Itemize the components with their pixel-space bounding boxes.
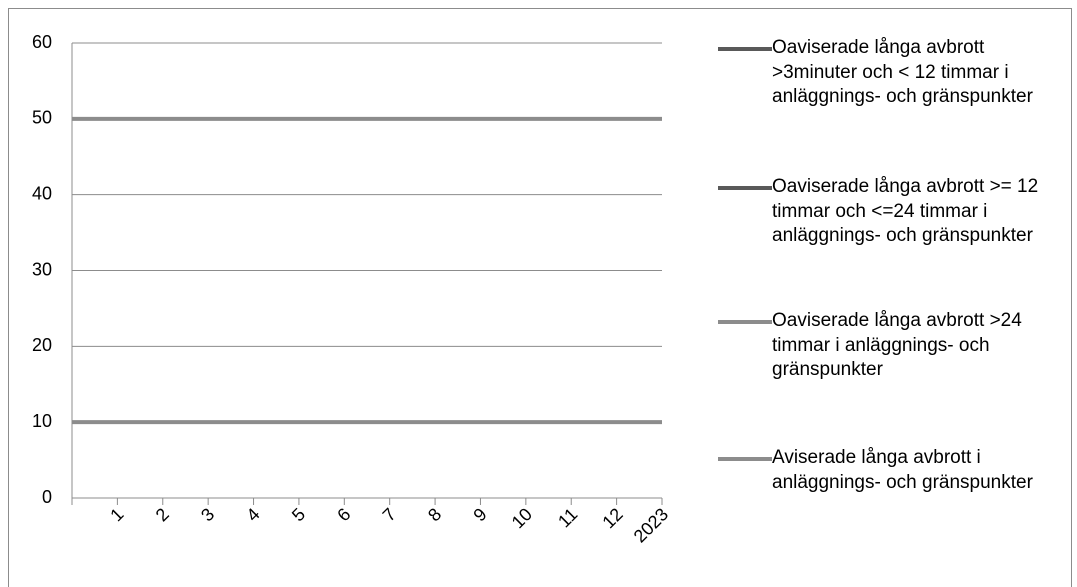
- legend-label: Oaviserade långa avbrott >24 timmar i an…: [772, 310, 1022, 380]
- legend-swatch: [718, 320, 772, 324]
- legend-entry: Oaviserade långa avbrott >3minuter och <…: [718, 36, 1063, 110]
- legend-swatch: [718, 47, 772, 51]
- x-tick-label: 2023: [630, 504, 672, 546]
- x-tick-label: 10: [508, 504, 536, 532]
- legend-entry: Aviserade långa avbrott i anläggnings- o…: [718, 446, 1063, 495]
- legend-swatch: [718, 186, 772, 190]
- x-tick-label: 11: [554, 504, 581, 531]
- y-tick-label: 40: [32, 183, 52, 203]
- x-tick-label: 8: [424, 504, 445, 525]
- legend-entry: Oaviserade långa avbrott >24 timmar i an…: [718, 309, 1063, 383]
- x-tick-label: 4: [243, 504, 264, 525]
- y-tick-label: 20: [32, 335, 52, 355]
- y-tick-label: 30: [32, 259, 52, 279]
- x-tick-label: 6: [333, 504, 354, 525]
- x-tick-label: 2: [152, 504, 173, 525]
- legend-label: Oaviserade långa avbrott >= 12 timmar oc…: [772, 176, 1039, 246]
- y-tick-label: 10: [32, 411, 52, 431]
- x-tick-label: 12: [598, 504, 626, 532]
- x-tick-label: 3: [197, 504, 218, 525]
- legend-label: Oaviserade långa avbrott >3minuter och <…: [772, 37, 1033, 107]
- legend-label: Aviserade långa avbrott i anläggnings- o…: [772, 447, 1033, 493]
- legend-swatch: [718, 457, 772, 461]
- x-tick-label: 7: [379, 504, 400, 525]
- y-tick-label: 50: [32, 108, 52, 128]
- y-tick-label: 0: [42, 487, 52, 507]
- x-tick-label: 1: [106, 504, 127, 525]
- y-tick-label: 60: [32, 32, 52, 52]
- legend-entry: Oaviserade långa avbrott >= 12 timmar oc…: [718, 175, 1063, 249]
- chart-border: [8, 8, 1072, 587]
- x-tick-label: 5: [288, 504, 309, 525]
- x-tick-label: 9: [469, 504, 490, 525]
